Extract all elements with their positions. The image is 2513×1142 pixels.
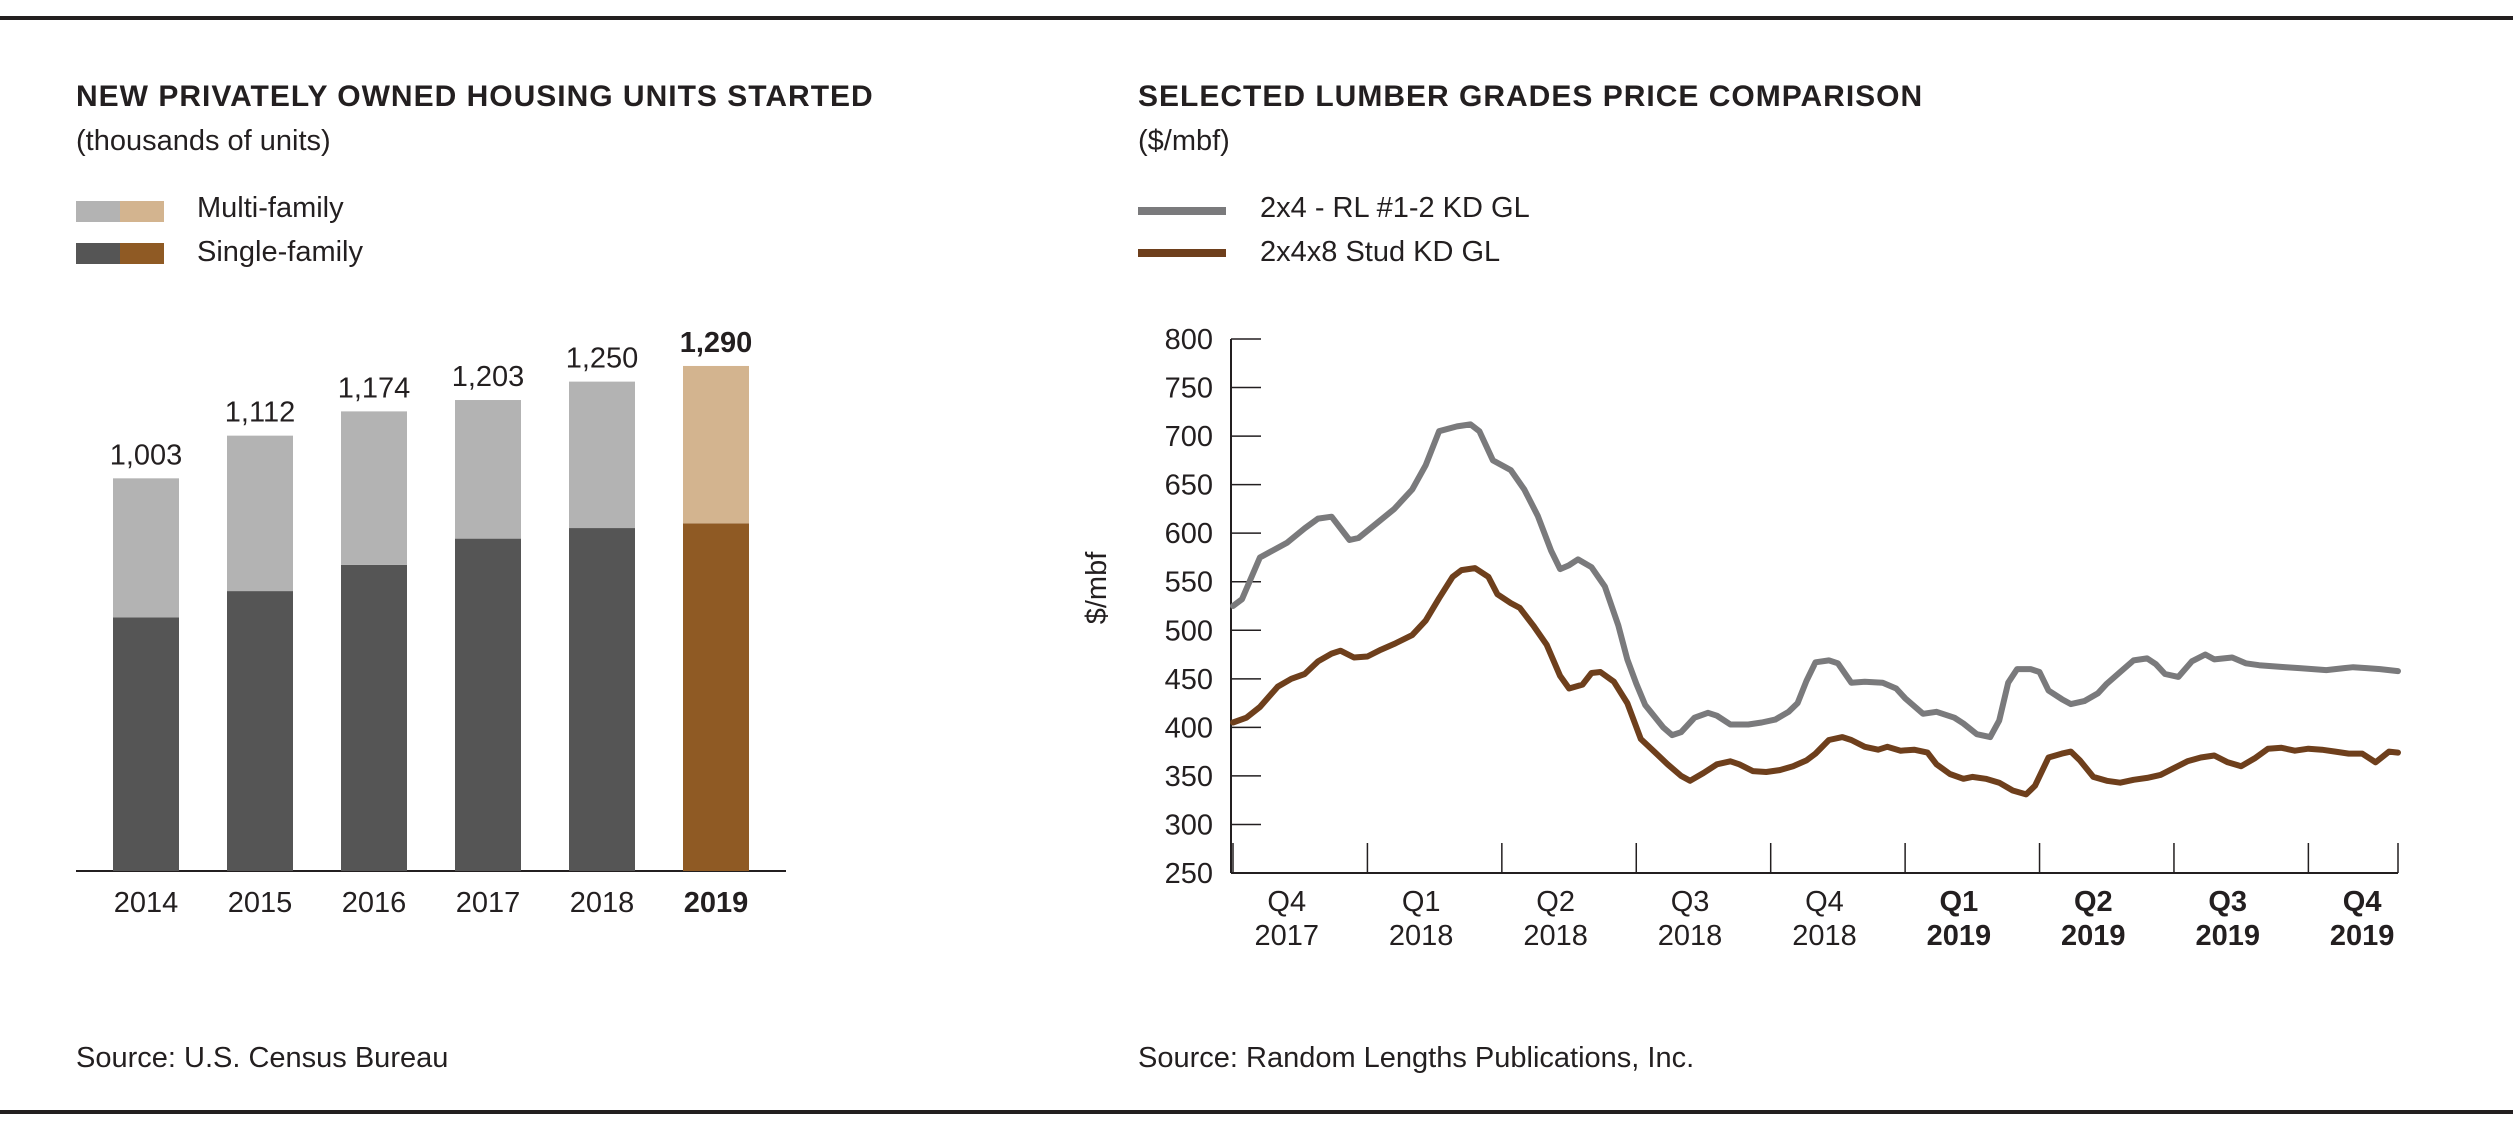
bar-category-label-2016: 2016 [342,887,407,919]
x-quarter-label-4: Q4 [1805,886,1844,918]
bar-category-label-2019: 2019 [684,887,749,919]
bar-single-family-2014 [113,617,179,871]
lumber-price-line-chart: 800 750 700 650 600 550 500 450 400 350 300 250 $/mb… [1081,324,2401,952]
x-quarter-label-2: Q2 [1536,886,1575,918]
bar-single-family-2017 [455,538,521,871]
x-quarter-label-3: Q3 [1671,886,1710,918]
line-y-axis-title: $/mbf [1081,551,1113,624]
bar-multi-family-2014 [113,478,179,618]
bar-total-label-2019: 1,290 [680,327,753,359]
bar-multi-family-2016 [341,411,407,565]
y-tick-label-600: 600 [1165,518,1213,550]
bottom-rule [0,1110,2513,1114]
bar-category-label-2018: 2018 [570,887,635,919]
bar-multi-family-2015 [227,435,293,592]
x-year-label-0: 2017 [1255,920,1320,952]
top-rule [0,16,2513,20]
y-tick-label-350: 350 [1165,761,1213,793]
legend-label-2x4x8-stud: 2x4x8 Stud KD GL [1260,236,1501,268]
legend-line-2x4-rl [1138,207,1226,215]
x-year-label-6: 2019 [2061,920,2126,952]
housing-chart-subtitle: (thousands of units) [76,125,331,157]
bar-single-family-2018 [569,528,635,871]
x-year-label-1: 2018 [1389,920,1454,952]
bar-category-label-2017: 2017 [456,887,521,919]
x-quarter-label-0: Q4 [1267,886,1306,918]
bar-category-label-2014: 2014 [114,887,179,919]
x-quarter-label-6: Q2 [2074,886,2113,918]
bar-multi-family-2018 [569,381,635,529]
legend-label-single-family: Single-family [197,236,363,268]
x-quarter-label-8: Q4 [2343,886,2382,918]
y-tick-label-800: 800 [1165,324,1213,356]
bar-total-label-2017: 1,203 [452,361,525,393]
y-tick-label-300: 300 [1165,809,1213,841]
legend-line-2x4x8-stud [1138,249,1226,257]
series-line-2x4x8-stud [1230,565,2401,798]
x-year-label-5: 2019 [1927,920,1992,952]
y-tick-label-250: 250 [1165,858,1213,890]
bar-total-label-2016: 1,174 [338,372,411,404]
x-year-label-8: 2019 [2330,920,2395,952]
bar-single-family-2019 [683,523,749,871]
series-line-2x4-rl [1230,421,2401,741]
x-year-label-2: 2018 [1523,920,1588,952]
y-tick-label-400: 400 [1165,712,1213,744]
y-tick-label-750: 750 [1165,373,1213,405]
x-quarter-label-5: Q1 [1940,886,1979,918]
lumber-chart-subtitle: ($/mbf) [1138,125,1230,157]
y-tick-label-450: 450 [1165,664,1213,696]
bar-category-label-2015: 2015 [228,887,293,919]
x-year-label-7: 2019 [2195,920,2260,952]
lumber-source: Source: Random Lengths Publications, Inc… [1138,1042,1695,1074]
x-quarter-label-1: Q1 [1402,886,1441,918]
legend-swatch-multi-family [76,201,164,222]
bar-total-label-2015: 1,112 [225,397,295,429]
housing-source: Source: U.S. Census Bureau [76,1042,449,1074]
bar-multi-family-2019 [683,365,749,524]
lumber-chart-title: SELECTED LUMBER GRADES PRICE COMPARISON [1138,80,1924,113]
x-year-label-3: 2018 [1658,920,1723,952]
legend-label-multi-family: Multi-family [197,192,344,224]
bar-single-family-2015 [227,591,293,871]
bar-total-label-2014: 1,003 [110,439,183,471]
legend-label-2x4-rl: 2x4 - RL #1-2 KD GL [1260,192,1530,224]
y-tick-label-500: 500 [1165,615,1213,647]
x-year-label-4: 2018 [1792,920,1857,952]
y-tick-label-650: 650 [1165,470,1213,502]
bar-multi-family-2017 [455,400,521,539]
x-quarter-label-7: Q3 [2208,886,2247,918]
housing-starts-bar-chart: 1,003 2014 1,112 2015 1,174 2016 1,203 2017 1,25… [76,327,786,919]
legend-swatch-single-family [76,243,164,264]
y-tick-label-700: 700 [1165,421,1213,453]
y-tick-label-550: 550 [1165,567,1213,599]
bar-total-label-2018: 1,250 [566,343,639,375]
housing-chart-title: NEW PRIVATELY OWNED HOUSING UNITS STARTE… [76,80,874,113]
bar-single-family-2016 [341,564,407,871]
